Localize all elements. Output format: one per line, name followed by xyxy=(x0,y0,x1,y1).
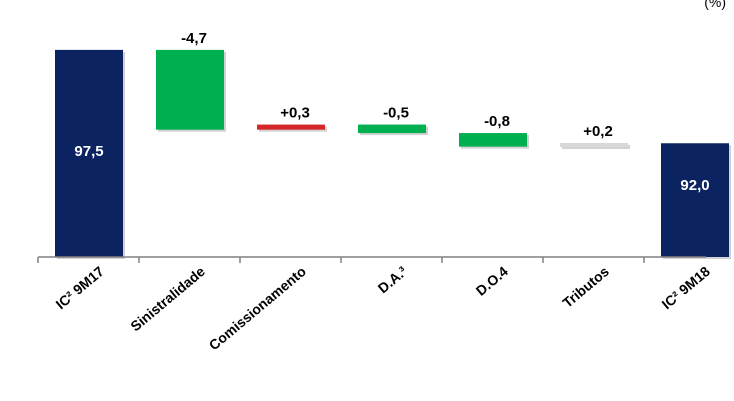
value-label-3: -0,5 xyxy=(383,105,409,122)
tick-label-5: Tributos xyxy=(559,263,612,311)
bar-3 xyxy=(358,124,426,134)
bar-2 xyxy=(257,124,325,130)
tick-label-0: IC² 9M17 xyxy=(53,263,108,312)
value-label-5: +0,2 xyxy=(583,123,613,140)
value-label-6: 92,0 xyxy=(680,177,709,194)
tick-label-2: Comissionamento xyxy=(206,263,309,353)
value-labels-layer: 97,5 -4,7 +0,3 -0,5 -0,8 +0,2 92,0 xyxy=(74,30,709,194)
tick-label-3: D.A.³ xyxy=(375,263,411,296)
value-label-0: 97,5 xyxy=(74,143,103,160)
value-label-4: -0,8 xyxy=(484,113,510,130)
bar-4 xyxy=(459,133,527,147)
bar-0 xyxy=(55,49,123,257)
tick-label-1: Sinistralidade xyxy=(127,263,208,334)
value-label-2: +0,3 xyxy=(280,105,310,122)
bar-1 xyxy=(156,49,224,130)
value-label-1: -4,7 xyxy=(181,30,207,47)
x-axis xyxy=(37,256,706,263)
bar-5 xyxy=(560,142,628,147)
unit-note: (%) xyxy=(704,0,726,10)
tick-label-6: IC² 9M18 xyxy=(659,263,714,312)
bar-6 xyxy=(661,143,729,257)
tick-label-4: D.O.4 xyxy=(473,263,511,299)
bars-layer xyxy=(55,49,731,259)
